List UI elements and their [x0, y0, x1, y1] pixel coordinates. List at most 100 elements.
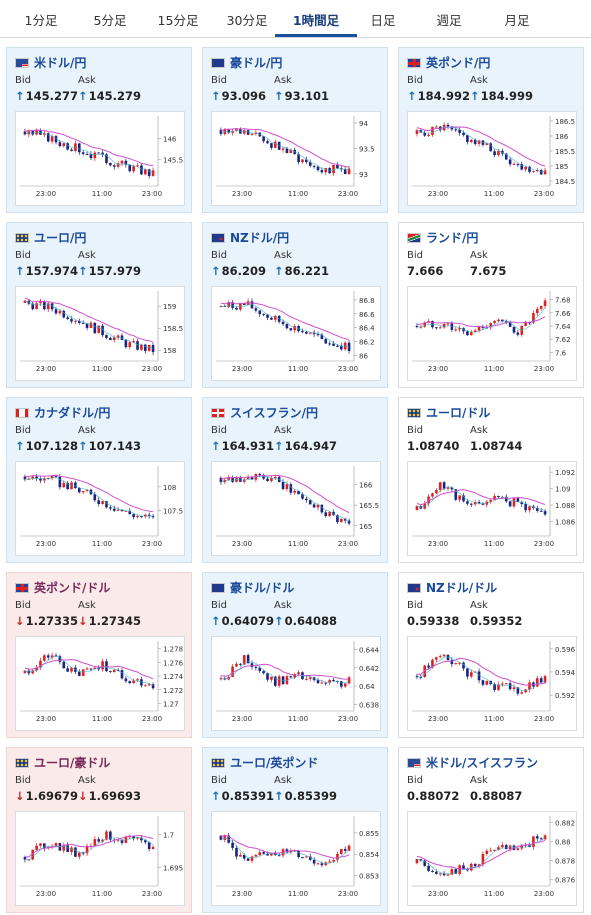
candlestick-chart: 146 145.5 23:00 11:00 23:00: [20, 116, 183, 198]
price-chart[interactable]: 0.596 0.594 0.592 23:00 11:00 23:00: [407, 636, 577, 731]
rate-card[interactable]: ユーロ/英ポンド Bid Ask ↑0.85391 ↑0.85399 0.855 0.854…: [202, 747, 388, 913]
flag-us-icon: [15, 58, 29, 68]
pair-title-link[interactable]: 英ポンド/ドル: [15, 579, 110, 595]
arrow-up-icon: ↑: [407, 89, 417, 103]
price-chart[interactable]: 86.8 86.6 86.4 86.2 86 23:00 11:00 23:00: [211, 286, 381, 381]
price-chart[interactable]: 1.092 1.09 1.088 1.086 23:00 11:00 23:00: [407, 461, 577, 556]
rate-card[interactable]: NZドル/円 Bid Ask ↑86.209 ↑86.221 86.8 86.6 86.4 86…: [202, 222, 388, 388]
y-tick-label: 0.878: [555, 857, 575, 865]
price-chart[interactable]: 1.7 1.695 23:00 11:00 23:00: [15, 811, 185, 906]
pair-title-link[interactable]: ユーロ/円: [15, 229, 86, 245]
flag-ca-icon: [15, 408, 29, 418]
rate-card[interactable]: ユーロ/豪ドル Bid Ask ↓1.69679 ↓1.69693 1.7 1.695 23:…: [6, 747, 192, 913]
moving-average-line-short: [416, 126, 546, 173]
price-chart[interactable]: 7.68 7.66 7.64 7.62 7.6 23:00 11:00 23:00: [407, 286, 577, 381]
candle: [101, 323, 104, 337]
tab-6[interactable]: 週足: [436, 13, 462, 28]
price-chart[interactable]: 1.278 1.276 1.274 1.272 1.27 23:00 11:00 23:00: [15, 636, 185, 731]
arrow-up-icon: ↑: [211, 789, 221, 803]
rate-card[interactable]: ユーロ/円 Bid Ask ↑157.974 ↑157.979 159 158.5 158 23…: [6, 222, 192, 388]
candle: [35, 128, 38, 136]
candle: [504, 319, 508, 325]
candle: [35, 843, 38, 851]
pair-title-link[interactable]: ランド/円: [407, 229, 478, 245]
price-chart[interactable]: 0.644 0.642 0.64 0.638 23:00 11:00 23:00: [211, 636, 381, 731]
rate-card[interactable]: 豪ドル/ドル Bid Ask ↑0.64079 ↑0.64088 0.644 0.642 0.…: [202, 572, 388, 738]
tab-4[interactable]: 1時間足: [292, 13, 340, 28]
candle: [458, 325, 461, 333]
x-tick-label: 23:00: [36, 190, 56, 198]
pair-title-link[interactable]: 米ドル/円: [15, 54, 86, 70]
pair-title-link[interactable]: ユーロ/豪ドル: [15, 754, 110, 770]
pair-title-link[interactable]: ユーロ/ドル: [407, 404, 490, 420]
candle: [124, 339, 128, 349]
pair-title-link[interactable]: 米ドル/スイスフラン: [407, 754, 538, 770]
candle: [316, 503, 320, 511]
price-chart[interactable]: 108 107.5 23:00 11:00 23:00: [15, 461, 185, 556]
pair-title-link[interactable]: スイスフラン/円: [211, 404, 318, 420]
candle: [415, 673, 419, 680]
tab-0[interactable]: 1分足: [24, 13, 58, 28]
pair-title-link[interactable]: 豪ドル/ドル: [211, 579, 294, 595]
candle: [31, 301, 35, 311]
y-tick-label: 0.592: [555, 692, 575, 700]
ask-value: 86.221: [284, 264, 330, 278]
rate-card[interactable]: 英ポンド/円 Bid Ask ↑184.992 ↑184.999 186.5 186 185.…: [398, 47, 584, 213]
candle: [109, 336, 112, 341]
pair-title-link[interactable]: ユーロ/英ポンド: [211, 754, 318, 770]
y-tick-label: 0.882: [555, 820, 575, 828]
y-tick-label: 7.6: [555, 349, 567, 357]
candle: [23, 299, 27, 304]
tab-3[interactable]: 30分足: [226, 13, 268, 28]
price-chart[interactable]: 186.5 186 185.5 185 184.5 23:00 11:00 23:00: [407, 111, 577, 206]
candle: [524, 166, 527, 172]
price-chart[interactable]: 94 93.5 93 23:00 11:00 23:00: [211, 111, 381, 206]
tab-5[interactable]: 日足: [370, 13, 396, 28]
price-chart[interactable]: 146 145.5 23:00 11:00 23:00: [15, 111, 185, 206]
moving-average-line: [220, 663, 350, 680]
rate-card[interactable]: 英ポンド/ドル Bid Ask ↓1.27335 ↓1.27345 1.278 1.276 1…: [6, 572, 192, 738]
bid-label: Bid: [15, 75, 31, 86]
tab-2[interactable]: 15分足: [157, 13, 199, 28]
tab-7[interactable]: 月足: [504, 13, 530, 28]
rate-card[interactable]: 米ドル/スイスフラン Bid Ask 0.88072 0.88087 0.882 0.88 0…: [398, 747, 584, 913]
rate-card[interactable]: 米ドル/円 Bid Ask ↑145.277 ↑145.279 146 145.5 23:00…: [6, 47, 192, 213]
pair-title-link[interactable]: 英ポンド/円: [407, 54, 490, 70]
candle: [250, 475, 254, 480]
rate-card[interactable]: スイスフラン/円 Bid Ask ↑164.931 ↑164.947 166 165.5 16…: [202, 397, 388, 563]
price-chart[interactable]: 0.882 0.88 0.878 0.876 23:00 11:00 23:00: [407, 811, 577, 906]
rate-card[interactable]: NZドル/ドル Bid Ask 0.59338 0.59352 0.596 0.594 0.5…: [398, 572, 584, 738]
ask-price: ↑164.947: [274, 439, 337, 453]
x-tick-label: 11:00: [288, 540, 308, 548]
x-tick-label: 11:00: [484, 365, 504, 373]
pair-title-link[interactable]: 豪ドル/円: [211, 54, 282, 70]
pair-title-link[interactable]: NZドル/円: [211, 229, 289, 245]
y-tick-label: 1.092: [555, 469, 575, 477]
bid-value: 0.88072: [407, 789, 460, 803]
candle: [270, 476, 273, 483]
rate-card[interactable]: 豪ドル/円 Bid Ask ↑93.096 ↑93.101 94 93.5 93 23:00 11…: [202, 47, 388, 213]
candle: [305, 676, 308, 681]
candle: [109, 830, 112, 843]
tab-1[interactable]: 5分足: [93, 13, 127, 28]
ask-label: Ask: [274, 250, 292, 261]
y-tick-label: 165.5: [359, 502, 379, 510]
ask-label: Ask: [470, 775, 488, 786]
moving-average-line: [220, 474, 350, 514]
candle: [273, 139, 277, 149]
pair-title-link[interactable]: カナダドル/円: [15, 404, 110, 420]
pair-title-link[interactable]: NZドル/ドル: [407, 579, 497, 595]
price-chart[interactable]: 159 158.5 158 23:00 11:00 23:00: [15, 286, 185, 381]
rate-card[interactable]: カナダドル/円 Bid Ask ↑107.128 ↑107.143 108 107.5 23:…: [6, 397, 192, 563]
ask-label: Ask: [274, 425, 292, 436]
price-chart[interactable]: 0.855 0.854 0.853 23:00 11:00 23:00: [211, 811, 381, 906]
price-chart[interactable]: 166 165.5 165 23:00 11:00 23:00: [211, 461, 381, 556]
rate-card[interactable]: ランド/円 Bid Ask 7.666 7.675 7.68 7.66 7.64 7.62 7.6…: [398, 222, 584, 388]
moving-average-line-short: [220, 304, 350, 348]
candle: [312, 857, 316, 866]
rate-card[interactable]: ユーロ/ドル Bid Ask 1.08740 1.08744 1.092 1.09 1.088…: [398, 397, 584, 563]
ask-value: 0.85399: [284, 789, 338, 803]
y-tick-label: 0.596: [555, 646, 576, 654]
